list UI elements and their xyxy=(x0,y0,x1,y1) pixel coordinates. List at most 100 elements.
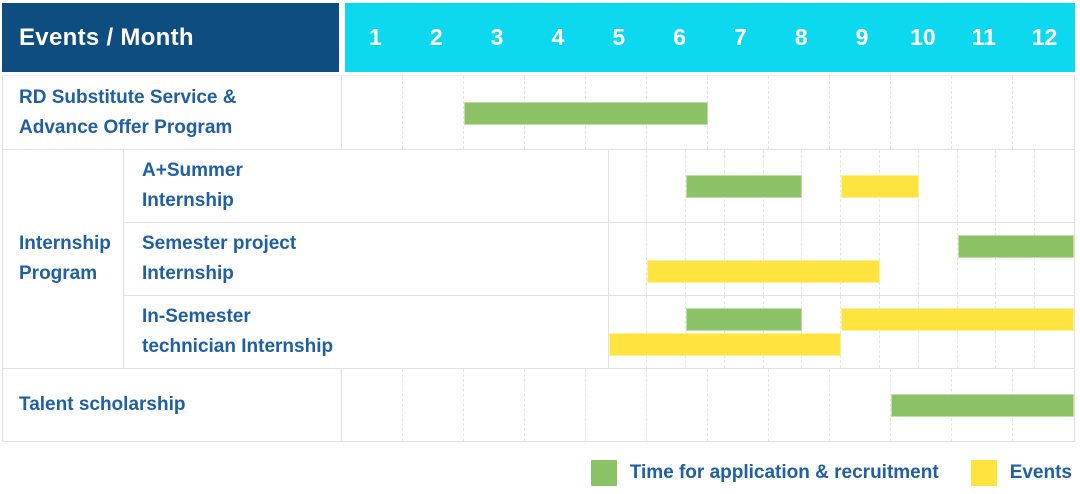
month-label: 4 xyxy=(551,24,565,50)
event-label-line: Semester project xyxy=(142,233,297,254)
event-label: Talent scholarship xyxy=(3,368,342,441)
month-column xyxy=(403,76,464,149)
month-column xyxy=(919,150,958,222)
legend-item: Events xyxy=(970,460,1072,486)
month-column xyxy=(647,296,687,368)
event-sublabel: Semester project Internship xyxy=(124,222,609,295)
event-label-line: A+Summer xyxy=(142,160,243,181)
month-label: 9 xyxy=(855,24,869,50)
month-column xyxy=(342,369,403,441)
event-label-line: Internship xyxy=(142,263,234,284)
month-gridlines xyxy=(609,223,1075,295)
month-column xyxy=(525,369,586,441)
gantt-bar-green xyxy=(686,308,803,331)
table-row: Semester project Internship xyxy=(3,222,1074,295)
group-column-cell xyxy=(3,295,124,368)
month-column xyxy=(802,150,842,222)
gantt-bar-green xyxy=(891,394,1074,417)
month-label: 8 xyxy=(794,24,808,50)
event-label-line: Talent scholarship xyxy=(19,394,186,415)
month-column xyxy=(880,296,919,368)
table-row: In-Semester technician Internship xyxy=(3,295,1074,368)
month-label: 10 xyxy=(910,24,936,50)
legend-swatch-yellow xyxy=(970,460,997,486)
month-column xyxy=(647,150,687,222)
month-column xyxy=(1035,296,1074,368)
table-header: Events / Month 1 2 3 4 5 6 7 8 9 10 11 12 xyxy=(2,3,1075,72)
event-label-line: RD Substitute Service & xyxy=(19,86,237,108)
gantt-bar-yellow xyxy=(608,333,842,356)
month-column xyxy=(958,296,997,368)
month-column xyxy=(1035,150,1074,222)
month-column xyxy=(708,369,769,441)
month-label: 3 xyxy=(490,24,504,50)
header-title: Events / Month xyxy=(2,3,339,72)
month-column xyxy=(802,223,842,295)
chart-cell xyxy=(608,295,1075,368)
month-column xyxy=(764,223,803,295)
month-column xyxy=(686,296,725,368)
event-label-line: Advance Offer Program xyxy=(19,116,233,138)
month-header-row: 1 2 3 4 5 6 7 8 9 10 11 12 xyxy=(345,3,1075,72)
month-column xyxy=(996,296,1036,368)
legend: Time for application & recruitment Events xyxy=(0,460,1072,486)
month-label: 6 xyxy=(673,24,686,50)
month-column xyxy=(958,150,997,222)
event-sublabel: In-Semester technician Internship xyxy=(124,295,609,368)
month-column xyxy=(725,296,764,368)
month-column xyxy=(919,296,958,368)
month-column xyxy=(586,369,647,441)
month-column xyxy=(996,150,1036,222)
month-column xyxy=(609,223,648,295)
event-label-line: technician Internship xyxy=(142,336,334,357)
month-column xyxy=(609,150,648,222)
month-column xyxy=(769,76,830,149)
event-label-line: Internship xyxy=(142,190,234,211)
table-row: A+Summer Internship xyxy=(3,149,1074,222)
header-gap xyxy=(339,3,345,72)
chart-cell xyxy=(608,149,1074,222)
month-label: 7 xyxy=(734,24,747,50)
month-column xyxy=(919,223,958,295)
legend-label: Events xyxy=(1009,462,1072,483)
month-column xyxy=(952,76,1013,149)
gantt-bar-yellow xyxy=(841,308,1074,331)
event-label-line: In-Semester xyxy=(142,306,251,327)
gantt-bar-green xyxy=(686,175,803,198)
gantt-body: RD Substitute Service & Advance Offer Pro… xyxy=(2,75,1075,442)
group-column-cell xyxy=(3,149,124,222)
chart-cell xyxy=(342,76,1074,149)
month-gridlines xyxy=(342,76,1074,149)
month-column xyxy=(1035,223,1074,295)
month-column xyxy=(647,223,687,295)
month-column xyxy=(841,296,881,368)
month-column xyxy=(880,223,919,295)
month-column xyxy=(769,369,830,441)
month-column xyxy=(708,76,769,149)
gantt-bar-green xyxy=(464,101,708,125)
gantt-bar-yellow xyxy=(841,175,919,198)
event-label: RD Substitute Service & Advance Offer Pro… xyxy=(3,76,342,149)
month-gridlines xyxy=(609,296,1075,368)
month-column xyxy=(403,369,464,441)
legend-swatch-green xyxy=(590,460,617,486)
month-column xyxy=(1013,76,1074,149)
legend-label: Time for application & recruitment xyxy=(629,462,939,483)
table-row: RD Substitute Service & Advance Offer Pro… xyxy=(3,76,1074,149)
month-column xyxy=(958,223,997,295)
legend-item: Time for application & recruitment xyxy=(590,460,939,486)
chart-cell xyxy=(342,368,1074,441)
month-column xyxy=(686,223,725,295)
month-label: 12 xyxy=(1031,24,1058,50)
month-column xyxy=(725,223,764,295)
group-column-cell xyxy=(3,222,124,295)
month-column xyxy=(830,76,891,149)
chart-cell xyxy=(608,222,1075,295)
month-column xyxy=(891,76,952,149)
month-label: 5 xyxy=(612,24,626,50)
month-column xyxy=(802,296,842,368)
table-row: Talent scholarship xyxy=(3,368,1074,441)
month-column xyxy=(764,296,803,368)
month-label: 11 xyxy=(971,24,996,50)
